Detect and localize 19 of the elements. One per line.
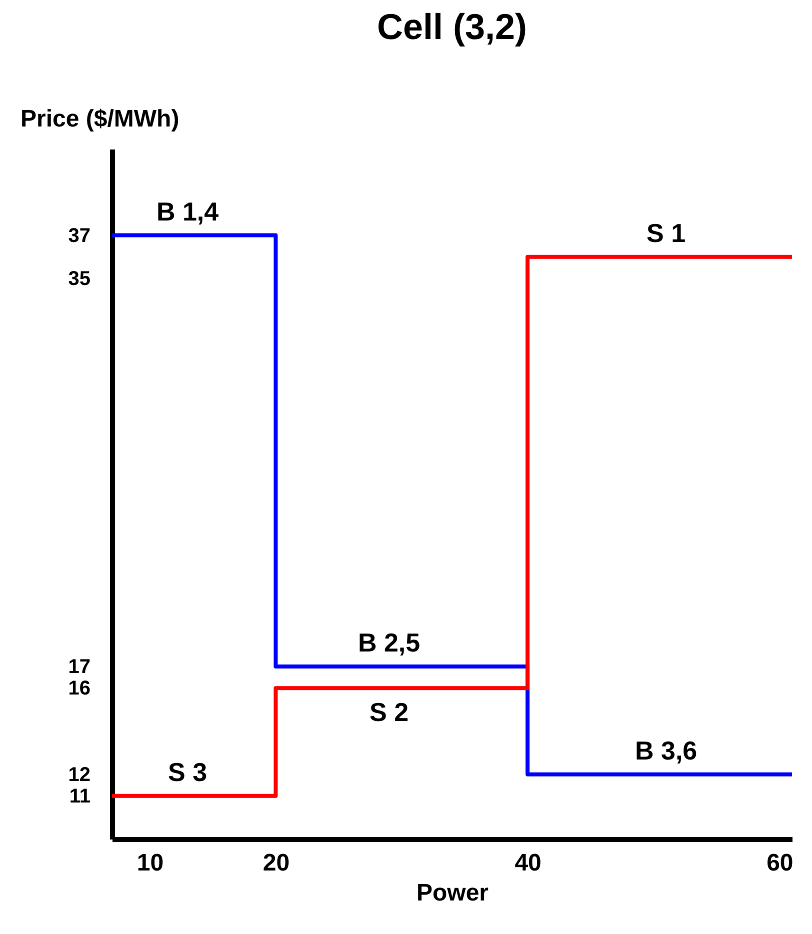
x-tick-label: 60	[766, 850, 794, 876]
y-tick-label: 37	[68, 224, 90, 247]
x-tick-label: 40	[514, 850, 542, 876]
y-tick-label: 11	[69, 785, 90, 808]
y-tick-label: 35	[68, 268, 90, 290]
annotation: B 2,5	[358, 628, 420, 658]
annotation: S 2	[370, 697, 409, 728]
y-tick-label: 12	[68, 764, 90, 786]
y-axis-title: Price ($/MWh)	[20, 106, 180, 132]
chart-title: Cell (3,2)	[376, 6, 528, 47]
annotation: B 1,4	[156, 196, 220, 226]
y-tick-label: 16	[68, 678, 90, 700]
y-tick-label: 17	[68, 656, 90, 678]
x-tick-label: 20	[262, 850, 290, 876]
annotation: B 3,6	[634, 735, 698, 766]
annotation: S 3	[168, 756, 208, 787]
annotation: S 1	[646, 218, 686, 248]
x-axis-title: Power	[416, 880, 489, 906]
x-tick-label: 10	[136, 850, 164, 876]
